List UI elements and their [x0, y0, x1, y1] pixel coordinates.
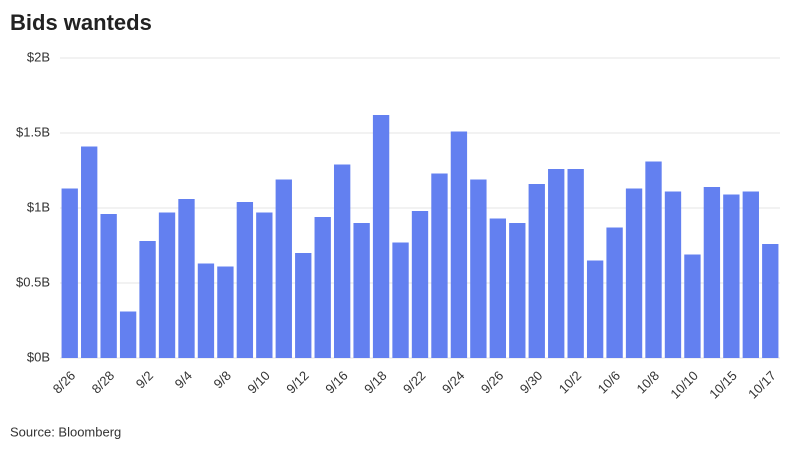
bar: [431, 173, 448, 358]
x-tick-label: 8/26: [50, 368, 79, 397]
source: Source: Bloomberg: [10, 424, 121, 439]
x-tick-label: 8/28: [89, 368, 118, 397]
bar: [236, 202, 254, 358]
bar: [178, 199, 195, 358]
y-tick-label: $1B: [27, 199, 50, 214]
bar: [470, 179, 487, 358]
bar: [392, 242, 409, 358]
bar: [353, 223, 370, 358]
bar: [606, 227, 623, 358]
bar: [139, 241, 156, 358]
bar: [645, 161, 662, 358]
chart-title: Bids wanteds: [10, 10, 152, 35]
bar: [158, 212, 176, 358]
x-tick-label: 9/12: [283, 368, 312, 397]
x-tick-label: 9/2: [133, 368, 156, 391]
x-tick-label: 10/6: [595, 368, 624, 397]
x-tick-label: 10/2: [556, 368, 585, 397]
bar: [256, 212, 273, 358]
bar: [119, 311, 137, 358]
bar: [295, 253, 312, 358]
bar: [450, 131, 468, 358]
bar: [684, 254, 701, 358]
bar: [664, 191, 682, 358]
x-tick-label: 9/26: [478, 368, 507, 397]
y-tick-label: $2B: [27, 49, 50, 64]
bar: [314, 217, 331, 358]
bar: [372, 115, 390, 358]
bar: [548, 169, 565, 358]
bar: [197, 263, 215, 358]
bar: [61, 188, 78, 358]
x-tick-label: 9/4: [172, 368, 195, 391]
bar: [489, 218, 507, 358]
x-tick-label: 10/17: [745, 368, 779, 402]
x-tick-label: 9/22: [400, 368, 429, 397]
bar: [528, 184, 545, 358]
bar: [100, 214, 117, 358]
y-tick-label: $0.5B: [16, 274, 50, 289]
x-tick-label: 9/16: [322, 368, 351, 397]
x-tick-label: 9/24: [439, 368, 468, 397]
bar: [217, 266, 234, 358]
bar: [81, 146, 98, 358]
bar: [275, 179, 292, 358]
bar: [333, 164, 351, 358]
bar: [723, 194, 740, 358]
bar: [411, 211, 429, 358]
x-tick-label: 10/15: [706, 368, 740, 402]
bar: [625, 188, 643, 358]
bar: [586, 260, 604, 358]
x-tick-label: 10/10: [667, 368, 701, 402]
y-tick-label: $0B: [27, 349, 50, 364]
x-tick-label: 9/18: [361, 368, 390, 397]
bar: [567, 169, 584, 358]
x-tick-label: 9/10: [244, 368, 273, 397]
x-tick-label: 9/8: [211, 368, 234, 391]
x-tick-label: 9/30: [517, 368, 546, 397]
bar: [762, 244, 779, 358]
bar: [742, 191, 759, 358]
bar: [703, 187, 721, 358]
y-tick-label: $1.5B: [16, 124, 50, 139]
x-tick-label: 10/8: [634, 368, 663, 397]
bar: [509, 223, 526, 358]
